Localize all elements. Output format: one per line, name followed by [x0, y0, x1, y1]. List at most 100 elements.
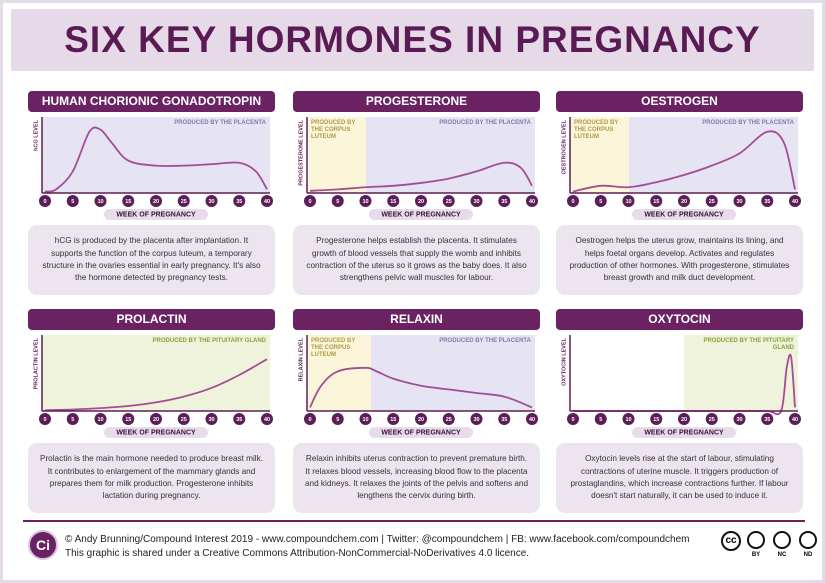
- x-tick: [470, 195, 483, 207]
- x-tick-label: 0: [308, 199, 311, 205]
- x-tick-label: 25: [446, 417, 452, 423]
- x-tick: [789, 195, 801, 207]
- x-tick: [594, 413, 607, 425]
- licence-icon-label: ND: [803, 552, 813, 558]
- chart: PRODUCED BY THE CORPUS LUTEUM PRODUCED BY…: [293, 333, 540, 443]
- x-tick: [567, 195, 579, 207]
- x-tick-label: 15: [653, 417, 659, 423]
- chart: PRODUCED BY THE PITUITARY GLAND PROLACTIN…: [28, 333, 275, 443]
- x-tick: [733, 195, 746, 207]
- region-label: PRODUCED BY THE PITUITARY GLAND: [152, 338, 266, 344]
- x-tick: [705, 413, 718, 425]
- x-tick-label: 35: [501, 199, 507, 205]
- region-label: PRODUCED BY THE CORPUS LUTEUM: [311, 338, 356, 358]
- footer-rule: [23, 520, 805, 522]
- x-tick-label: 5: [71, 417, 74, 423]
- x-tick-label: 40: [792, 199, 798, 205]
- x-tick: [177, 195, 190, 207]
- x-tick: [39, 195, 51, 207]
- y-axis-label: PROGESTERONE LEVEL: [298, 119, 304, 185]
- x-tick-label: 15: [653, 199, 659, 205]
- x-tick-label: 20: [418, 199, 424, 205]
- x-tick: [415, 413, 427, 425]
- x-tick: [94, 195, 107, 207]
- x-tick: [66, 413, 79, 425]
- y-axis-label: hCG LEVEL: [33, 119, 39, 151]
- x-tick: [359, 195, 372, 207]
- x-tick: [442, 195, 455, 207]
- x-tick: [498, 195, 511, 207]
- cc-icon: cc: [721, 531, 741, 551]
- x-tick-label: 5: [336, 199, 339, 205]
- region: PRODUCED BY THE PITUITARY GLAND: [684, 335, 798, 411]
- x-tick: [442, 413, 455, 425]
- x-tick-label: 10: [362, 417, 368, 423]
- region: PRODUCED BY THE CORPUS LUTEUM: [307, 117, 366, 193]
- x-tick: [205, 413, 218, 425]
- x-tick: [733, 413, 746, 425]
- x-tick: [470, 413, 483, 425]
- x-axis-label: WEEK OF PREGNANCY: [116, 211, 196, 218]
- panel-title: RELAXIN: [293, 309, 540, 330]
- x-tick-label: 30: [473, 417, 479, 423]
- chart: PRODUCED BY THE CORPUS LUTEUM PRODUCED BY…: [293, 115, 540, 225]
- description-box: Relaxin inhibits uterus contraction to p…: [293, 443, 540, 513]
- x-tick-label: 15: [125, 417, 131, 423]
- x-tick-label: 20: [153, 199, 159, 205]
- x-tick-label: 40: [529, 417, 535, 423]
- x-tick: [66, 195, 79, 207]
- y-axis-label: OXYTOCIN LEVEL: [561, 337, 567, 386]
- chart-svg: PROLACTIN LEVEL 0 5 10 15 20 25 30 35 40 WEEK OF P…: [33, 335, 273, 438]
- x-tick-label: 30: [473, 199, 479, 205]
- x-tick-label: 25: [446, 199, 452, 205]
- chart: PRODUCED BY THE CORPUS LUTEUM PRODUCED BY…: [556, 115, 803, 225]
- x-tick-label: 35: [236, 199, 242, 205]
- x-tick: [205, 195, 218, 207]
- description-box: Oestrogen helps the uterus grow, maintai…: [556, 225, 803, 295]
- x-tick: [705, 195, 718, 207]
- x-tick: [526, 413, 538, 425]
- curve: [44, 126, 268, 193]
- region: PRODUCED BY THE PITUITARY GLAND: [42, 335, 270, 411]
- x-tick: [304, 195, 316, 207]
- x-tick-label: 5: [599, 199, 602, 205]
- region-label: PRODUCED BY THE PITUITARY GLAND: [703, 338, 794, 351]
- x-tick-label: 35: [764, 417, 770, 423]
- x-label-pill: [632, 427, 736, 438]
- description: Oxytocin levels rise at the start of lab…: [570, 454, 789, 501]
- x-tick-label: 0: [43, 199, 46, 205]
- x-label-pill: [104, 209, 208, 220]
- x-axis-label: WEEK OF PREGNANCY: [381, 429, 461, 436]
- x-tick: [415, 195, 427, 207]
- region: PRODUCED BY THE PLACENTA: [365, 117, 535, 193]
- description-box: Prolactin is the main hormone needed to …: [28, 443, 275, 513]
- chart-svg: OESTROGEN LEVEL 0 5 10 15 20 25 30 35 40 WEEK OF P…: [561, 117, 801, 220]
- x-axis-label: WEEK OF PREGNANCY: [381, 211, 461, 218]
- chart-svg: PROGESTERONE LEVEL 0 5 10 15 20 25 30 35 40 WEEK O…: [298, 117, 538, 220]
- x-tick-label: 25: [181, 417, 187, 423]
- licence: This graphic is shared under a Creative …: [65, 548, 530, 559]
- x-tick-label: 30: [208, 417, 214, 423]
- x-tick: [650, 413, 663, 425]
- licence-icon-label: BY: [751, 552, 761, 558]
- region-label: PRODUCED BY THE PLACENTA: [439, 338, 531, 344]
- panel-title: PROGESTERONE: [293, 91, 540, 112]
- x-tick: [789, 413, 801, 425]
- x-tick: [498, 413, 511, 425]
- chart-svg: hCG LEVEL 0 5 10 15 20 25 30 35 40 WEEK OF PREGNAN…: [33, 117, 273, 220]
- x-tick: [331, 413, 344, 425]
- x-tick-label: 0: [308, 417, 311, 423]
- x-tick-label: 30: [736, 417, 742, 423]
- x-tick: [39, 413, 51, 425]
- y-axis-label: OESTROGEN LEVEL: [561, 119, 567, 174]
- licence-icon-label: NC: [777, 552, 787, 558]
- x-tick-label: 10: [625, 417, 631, 423]
- x-tick: [761, 195, 774, 207]
- x-tick-label: 30: [208, 199, 214, 205]
- chart: PRODUCED BY THE PLACENTA hCG LEVEL 0 5 10 15 2…: [28, 115, 275, 225]
- x-tick-label: 20: [153, 417, 159, 423]
- x-tick-label: 10: [362, 199, 368, 205]
- x-tick-label: 30: [736, 199, 742, 205]
- x-tick-label: 0: [43, 417, 46, 423]
- panel-title: OESTROGEN: [556, 91, 803, 112]
